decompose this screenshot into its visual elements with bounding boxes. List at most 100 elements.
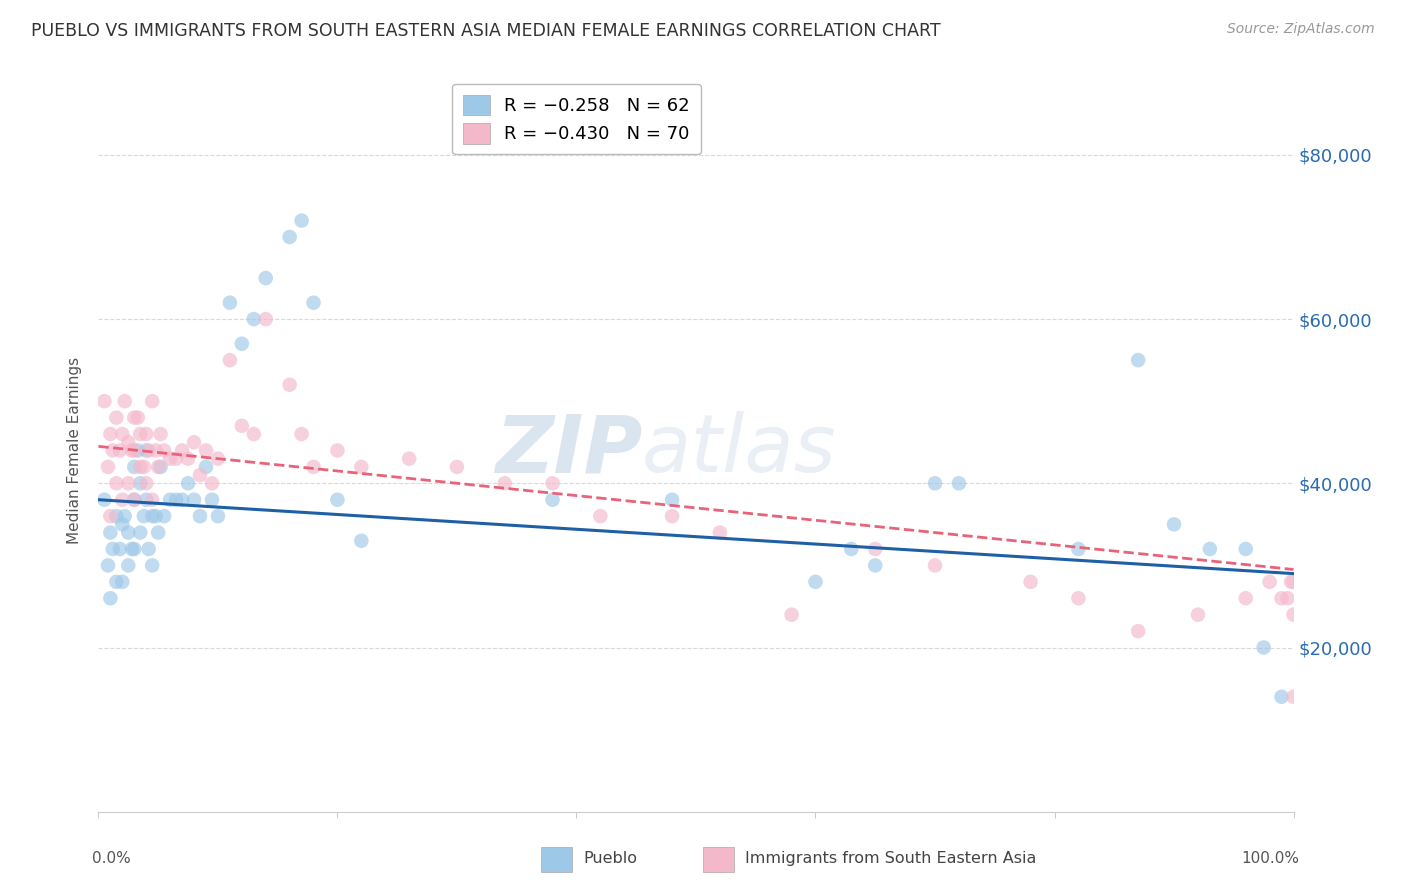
Point bbox=[254, 312, 277, 326]
Point bbox=[124, 443, 146, 458]
Point bbox=[1067, 591, 1090, 606]
Point bbox=[135, 427, 157, 442]
Point bbox=[177, 476, 200, 491]
Point bbox=[111, 492, 134, 507]
Point bbox=[105, 410, 128, 425]
Point bbox=[105, 476, 128, 491]
Point bbox=[117, 558, 139, 573]
Point bbox=[291, 427, 314, 442]
Point bbox=[129, 476, 152, 491]
Point bbox=[105, 574, 128, 589]
Point bbox=[98, 525, 122, 540]
Point bbox=[326, 443, 349, 458]
Point bbox=[541, 492, 564, 507]
Point bbox=[98, 591, 122, 606]
Point bbox=[153, 443, 176, 458]
Point bbox=[948, 476, 970, 491]
Text: atlas: atlas bbox=[643, 411, 837, 490]
Point bbox=[302, 459, 325, 474]
Point bbox=[93, 394, 115, 409]
Point bbox=[1258, 574, 1281, 589]
Point bbox=[1067, 541, 1090, 556]
Point bbox=[350, 459, 373, 474]
Legend: R = −0.258   N = 62, R = −0.430   N = 70: R = −0.258 N = 62, R = −0.430 N = 70 bbox=[453, 84, 700, 154]
Point bbox=[1234, 591, 1257, 606]
Point bbox=[1163, 517, 1185, 532]
Point bbox=[101, 443, 124, 458]
Point bbox=[278, 377, 301, 392]
Point bbox=[1282, 607, 1305, 622]
Point bbox=[135, 443, 157, 458]
Point bbox=[1253, 640, 1275, 655]
Point bbox=[132, 459, 155, 474]
Point bbox=[1271, 591, 1294, 606]
Text: ZIP: ZIP bbox=[495, 411, 643, 490]
Point bbox=[124, 492, 146, 507]
Point bbox=[1128, 353, 1150, 368]
Point bbox=[195, 443, 218, 458]
Point bbox=[1277, 591, 1299, 606]
Point bbox=[93, 492, 115, 507]
Point bbox=[135, 492, 157, 507]
Point bbox=[231, 336, 253, 351]
Point bbox=[1282, 690, 1305, 704]
Point bbox=[129, 459, 152, 474]
Point bbox=[127, 410, 149, 425]
Point bbox=[661, 492, 683, 507]
Point bbox=[98, 427, 122, 442]
Point bbox=[141, 509, 163, 524]
Point bbox=[1271, 690, 1294, 704]
Point bbox=[145, 509, 167, 524]
Point bbox=[165, 492, 187, 507]
Point bbox=[111, 574, 134, 589]
Point bbox=[129, 427, 152, 442]
Point bbox=[117, 435, 139, 450]
Point bbox=[138, 443, 160, 458]
Text: 0.0%: 0.0% bbox=[93, 852, 131, 866]
Text: 100.0%: 100.0% bbox=[1241, 852, 1299, 866]
Point bbox=[172, 492, 194, 507]
Point bbox=[124, 410, 146, 425]
Point bbox=[924, 558, 946, 573]
Point bbox=[117, 476, 139, 491]
Text: PUEBLO VS IMMIGRANTS FROM SOUTH EASTERN ASIA MEDIAN FEMALE EARNINGS CORRELATION : PUEBLO VS IMMIGRANTS FROM SOUTH EASTERN … bbox=[31, 22, 941, 40]
Point bbox=[114, 509, 136, 524]
Point bbox=[149, 427, 172, 442]
Point bbox=[101, 541, 124, 556]
Point bbox=[494, 476, 516, 491]
Point bbox=[127, 443, 149, 458]
Point bbox=[302, 295, 325, 310]
Point bbox=[148, 525, 170, 540]
Point bbox=[865, 541, 887, 556]
Point bbox=[195, 459, 218, 474]
Point bbox=[145, 443, 167, 458]
Text: Immigrants from South Eastern Asia: Immigrants from South Eastern Asia bbox=[745, 851, 1036, 865]
Point bbox=[201, 492, 224, 507]
Point bbox=[97, 558, 120, 573]
Point bbox=[188, 509, 211, 524]
Point bbox=[219, 353, 242, 368]
Point bbox=[243, 312, 266, 326]
Point bbox=[1279, 574, 1302, 589]
Point bbox=[350, 533, 373, 548]
Point bbox=[924, 476, 946, 491]
Point bbox=[841, 541, 863, 556]
Point bbox=[124, 459, 146, 474]
Point bbox=[172, 443, 194, 458]
Point bbox=[148, 459, 170, 474]
Text: Source: ZipAtlas.com: Source: ZipAtlas.com bbox=[1227, 22, 1375, 37]
Point bbox=[165, 451, 187, 466]
Point bbox=[132, 509, 155, 524]
Point bbox=[141, 394, 163, 409]
Point bbox=[291, 213, 314, 227]
Point bbox=[1199, 541, 1222, 556]
Point bbox=[254, 271, 277, 285]
Point bbox=[398, 451, 420, 466]
Point bbox=[207, 509, 229, 524]
Point bbox=[1187, 607, 1209, 622]
Point bbox=[188, 468, 211, 483]
Point bbox=[243, 427, 266, 442]
Point bbox=[446, 459, 468, 474]
Y-axis label: Median Female Earnings: Median Female Earnings bbox=[67, 357, 83, 544]
Point bbox=[780, 607, 803, 622]
